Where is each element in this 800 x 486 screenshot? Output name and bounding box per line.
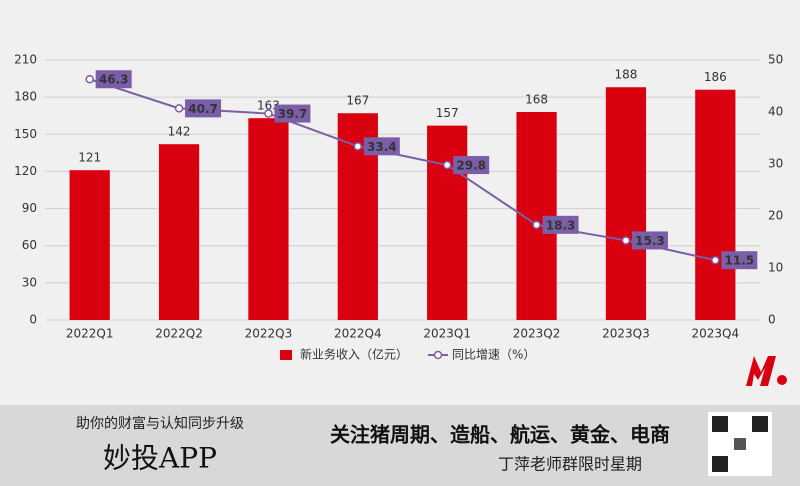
value-label-box xyxy=(631,231,668,250)
y2-tick-label: 40 xyxy=(768,105,783,119)
line-value-label: 46.3 xyxy=(99,73,129,87)
bar-value-label: 121 xyxy=(78,151,101,165)
bar-value-label: 163 xyxy=(257,99,280,113)
y-tick-label: 60 xyxy=(22,238,37,252)
line-value-label: 40.7 xyxy=(188,102,218,116)
bar-value-label: 157 xyxy=(436,106,459,120)
value-label-box xyxy=(185,99,222,118)
y2-tick-label: 10 xyxy=(768,261,783,275)
bar xyxy=(427,125,468,320)
bar xyxy=(605,87,647,320)
line-marker xyxy=(264,109,273,118)
bar-value-label: 188 xyxy=(614,68,637,82)
bar-value-label: 167 xyxy=(346,94,369,108)
line-value-label: 15.3 xyxy=(635,234,665,248)
line-value-label: 33.4 xyxy=(367,140,397,154)
bar-value-label: 186 xyxy=(704,70,727,84)
x-tick-label: 2023Q3 xyxy=(602,327,650,341)
line-marker xyxy=(711,255,720,265)
chart-background xyxy=(0,0,800,405)
y-tick-label: 210 xyxy=(14,53,37,67)
bar xyxy=(248,118,289,320)
line-value-label: 39.7 xyxy=(278,107,308,121)
banner-brand: 妙投APP xyxy=(103,442,217,475)
x-tick-label: 2022Q1 xyxy=(66,327,114,341)
line-value-label: 29.8 xyxy=(456,159,486,173)
x-tick-label: 2023Q1 xyxy=(423,327,471,341)
line-marker xyxy=(442,160,452,170)
bar xyxy=(158,144,200,320)
y2-tick-label: 50 xyxy=(768,53,783,67)
value-label-box xyxy=(721,251,758,270)
y2-tick-label: 30 xyxy=(768,157,783,171)
banner-background xyxy=(0,405,800,486)
line-value-label: 18.3 xyxy=(546,218,576,232)
y2-tick-label: 20 xyxy=(768,209,783,223)
legend-swatch xyxy=(280,350,292,360)
y-tick-label: 90 xyxy=(22,201,37,215)
x-tick-label: 2022Q2 xyxy=(155,327,203,341)
y-tick-label: 150 xyxy=(14,127,37,141)
line-marker xyxy=(621,236,631,245)
qr-code xyxy=(708,412,772,476)
line-marker xyxy=(85,74,94,84)
bar xyxy=(695,89,736,320)
value-label-box xyxy=(363,137,400,156)
logo xyxy=(746,356,787,386)
legend-label: 新业务收入（亿元） xyxy=(300,347,408,362)
value-label-box xyxy=(95,70,132,89)
y-tick-label: 180 xyxy=(14,90,37,104)
banner-slogan: 助你的财富与认知同步升级 xyxy=(76,415,244,432)
bar-value-label: 142 xyxy=(168,125,191,139)
value-label-box xyxy=(453,156,490,175)
line-marker xyxy=(174,104,184,113)
legend-label: 同比增速（%） xyxy=(452,348,535,362)
y2-tick-label: 0 xyxy=(768,313,776,327)
value-label-box xyxy=(542,215,579,234)
y-tick-label: 120 xyxy=(14,164,37,178)
legend-swatch xyxy=(433,350,443,360)
banner-note: 丁萍老师群限时星期 xyxy=(498,455,642,474)
bar xyxy=(69,170,110,320)
x-tick-label: 2022Q4 xyxy=(334,327,382,341)
y-tick-label: 0 xyxy=(29,313,37,327)
bar-value-label: 168 xyxy=(525,93,548,107)
value-label-box xyxy=(274,104,311,123)
x-tick-label: 2023Q2 xyxy=(513,327,561,341)
line-value-label: 11.5 xyxy=(725,254,755,268)
banner-headline: 关注猪周期、造船、航运、黄金、电商 xyxy=(330,423,670,447)
y-tick-label: 30 xyxy=(22,275,37,289)
line-marker xyxy=(353,142,363,151)
x-tick-label: 2023Q4 xyxy=(692,327,740,341)
line-marker xyxy=(532,220,541,230)
x-tick-label: 2022Q3 xyxy=(245,327,293,341)
